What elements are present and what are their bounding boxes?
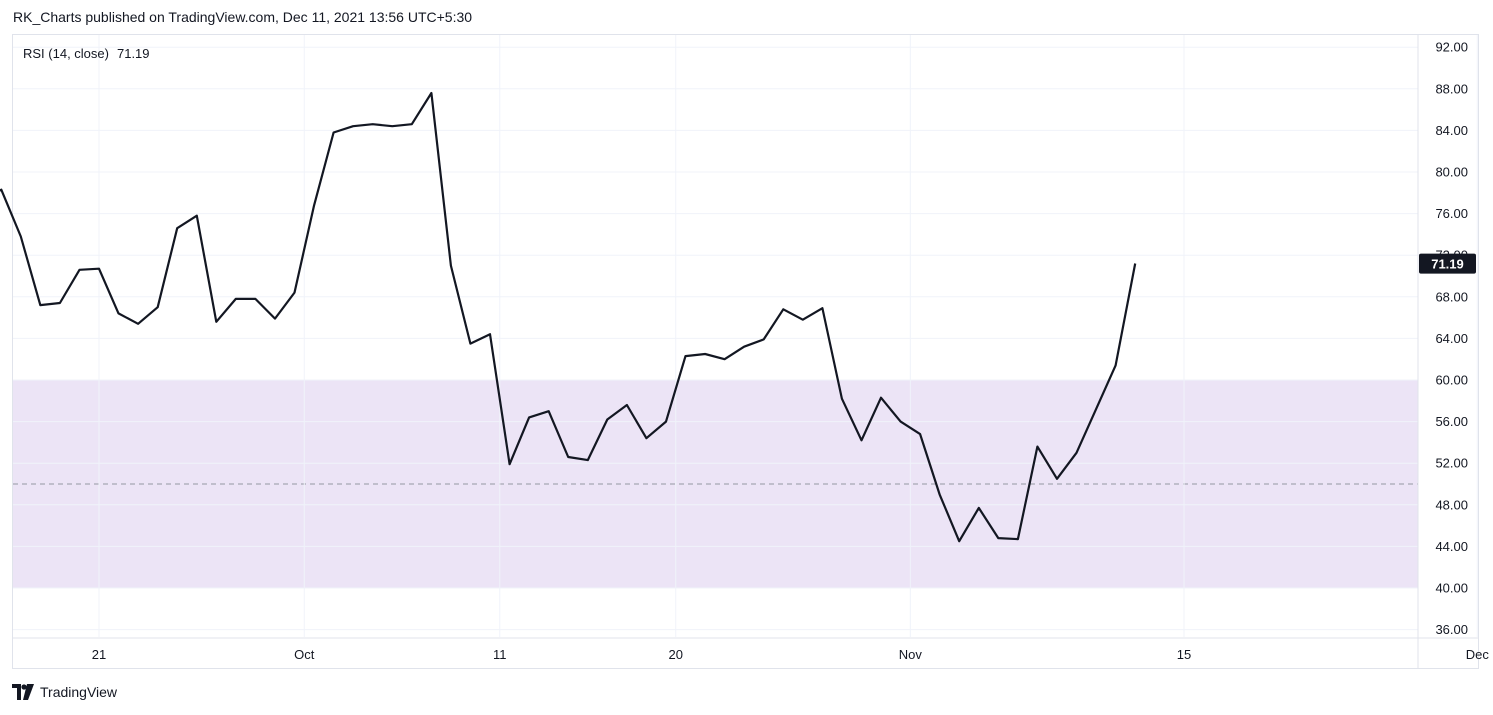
x-axis[interactable]: 21Oct1120Nov15Dec1321 [13,637,1493,662]
publisher-header: RK_Charts published on TradingView.com, … [13,9,473,25]
brand-name: TradingView [40,684,118,700]
x-tick-label: Dec [1466,647,1490,662]
y-tick-label: 60.00 [1435,373,1468,388]
indicator-value: 71.19 [116,46,150,61]
y-tick-label: 44.00 [1435,539,1468,554]
y-tick-label: 64.00 [1435,331,1468,346]
last-value-label: 71.19 [1419,253,1476,274]
y-tick-label: 76.00 [1435,206,1468,221]
y-tick-label: 48.00 [1435,497,1468,512]
y-tick-label: 92.00 [1435,40,1468,55]
y-tick-label: 40.00 [1435,581,1468,596]
last-value-box [1419,253,1476,274]
y-tick-label: 36.00 [1435,622,1468,637]
y-tick-label: 52.00 [1435,456,1468,471]
rsi-line [0,91,1137,543]
tradingview-logo-icon [12,684,34,700]
indicator-name: RSI (14, close) [23,46,109,61]
rsi-bands [13,379,1418,589]
x-tick-label: Nov [899,647,923,662]
y-axis[interactable]: 92.0088.0084.0080.0076.0072.0068.0064.00… [1417,35,1468,669]
x-tick-label: Oct [294,647,315,662]
y-tick-label: 88.00 [1435,81,1468,96]
y-tick-label: 80.00 [1435,165,1468,180]
y-tick-label: 68.00 [1435,289,1468,304]
footer-brand[interactable]: TradingView [12,684,117,700]
grid-lines [13,35,1478,637]
last-value-text: 71.19 [1431,257,1464,272]
y-tick-label: 56.00 [1435,414,1468,429]
x-tick-label: 20 [668,647,682,662]
y-tick-label: 84.00 [1435,123,1468,138]
indicator-legend[interactable]: RSI (14, close) 71.19 [23,46,150,61]
x-tick-label: 21 [92,647,106,662]
chart-frame[interactable] [12,34,1479,669]
rsi-series [0,91,1137,543]
x-tick-label: 15 [1177,647,1191,662]
x-tick-label: 11 [493,647,507,662]
